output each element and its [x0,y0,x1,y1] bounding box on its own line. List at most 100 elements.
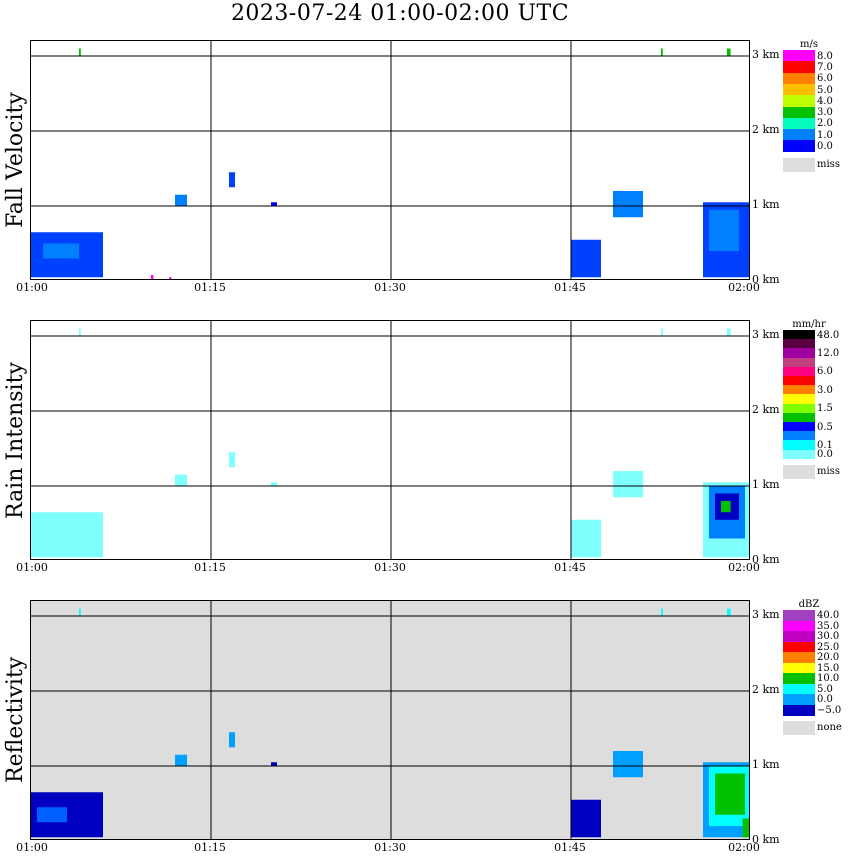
y-tick-label: 2 km [752,123,780,136]
legend-swatch [783,673,815,684]
legend-label: 40.0 [817,610,840,622]
x-tick-label: 02:00 [728,841,760,854]
echo-cell [79,328,81,336]
legend-label: 7.0 [817,61,833,73]
x-tick-label: 01:00 [16,281,48,294]
echo-cell [613,191,643,218]
echo-cell [613,751,643,778]
legend-swatch [783,61,815,74]
legend-swatch [783,683,815,695]
legend-swatch [783,117,815,130]
legend-swatch [783,83,815,96]
legend-label: none [817,722,842,733]
y-tick-label: 3 km [752,48,780,61]
y-axis-label: Rain Intensity [3,361,28,519]
echo-cell [571,519,601,558]
legend-label: 10.0 [817,673,840,685]
x-tick-label: 01:15 [194,561,226,574]
y-tick-label: 3 km [752,328,780,341]
legend-swatch [783,403,815,414]
heatmap-svg [31,321,749,559]
legend-swatch [783,106,815,119]
legend-swatch [783,385,815,395]
legend-swatch [783,366,815,377]
y-tick-label: 0 km [752,833,780,846]
legend-label: 5.0 [817,683,833,695]
chart-title: 2023-07-24 01:00-02:00 UTC [230,1,570,26]
legend-swatch [783,339,815,349]
legend-swatch [783,449,815,460]
legend-label: 0.1 [817,440,833,451]
echo-cell [727,328,731,336]
echo-cell [271,202,277,206]
legend-swatch [783,440,815,451]
echo-cell [175,194,187,206]
echo-cell [43,243,79,259]
echo-cell [727,608,731,616]
legend-swatch [783,157,815,172]
x-tick-label: 02:00 [728,561,760,574]
rain-intensity-panel: Rain Intensity 01:00 01:15 01:30 01:45 02:00 0… [0,306,850,586]
echo-cell [151,275,154,279]
legend-swatch [783,357,815,368]
legend-label: 35.0 [817,620,840,632]
x-tick-label: 01:00 [16,841,48,854]
legend-swatch [783,431,815,441]
legend-label: 0.5 [817,421,833,433]
echo-cell [229,172,235,188]
y-tick-label: 2 km [752,403,780,416]
legend-label: 0.0 [817,449,833,461]
legend-swatch [783,620,815,632]
x-tick-label: 01:45 [554,841,586,854]
legend-label: 48.0 [817,329,840,341]
legend-label: 6.0 [817,366,833,378]
echo-cell [169,277,172,279]
echo-cell [229,732,235,748]
y-tick-label: 0 km [752,273,780,286]
echo-cell [271,762,277,766]
legend-label: miss [817,465,840,477]
heatmap-svg [31,601,749,839]
y-tick-label: 1 km [752,758,780,771]
y-axis-label: Fall Velocity [3,92,28,228]
legend-swatch [783,394,815,405]
echo-cell [742,818,749,838]
legend-label: 3.0 [817,107,833,119]
legend-swatch [783,348,815,359]
echo-cell [661,608,663,616]
echo-cell [79,608,81,616]
legend-unit: m/s [800,39,818,50]
echo-cell [721,501,731,513]
legend-swatch [783,330,815,340]
legend-swatch [783,72,815,85]
legend-swatch [783,50,815,62]
legend-swatch [783,422,815,432]
echo-cell [271,482,277,486]
legend-label: 0.0 [817,141,833,153]
x-tick-label: 01:30 [374,561,406,574]
echo-cell [31,512,103,558]
y-tick-label: 0 km [752,553,780,566]
legend-swatch [783,129,815,141]
echo-cell [709,209,739,251]
x-tick-label: 01:15 [194,841,226,854]
y-axis-label: Reflectivity [3,656,28,783]
legend-label: 4.0 [817,95,833,107]
legend-label: 6.0 [817,73,833,85]
echo-cell [79,48,81,56]
legend-label: 1.5 [817,403,833,415]
legend-label: 25.0 [817,641,840,653]
echo-cell [715,773,745,815]
legend-unit: mm/hr [792,319,826,330]
x-tick-label: 02:00 [728,281,760,294]
legend-swatch [783,631,815,642]
legend-swatch [783,140,815,153]
legend-label: miss [817,158,840,170]
legend-label: 0.0 [817,694,833,706]
legend-label: 3.0 [817,384,833,396]
echo-cell [661,328,663,336]
legend-swatch [783,412,815,423]
legend-swatch [783,721,815,735]
y-tick-label: 1 km [752,478,780,491]
legend-label: −5.0 [817,704,842,716]
